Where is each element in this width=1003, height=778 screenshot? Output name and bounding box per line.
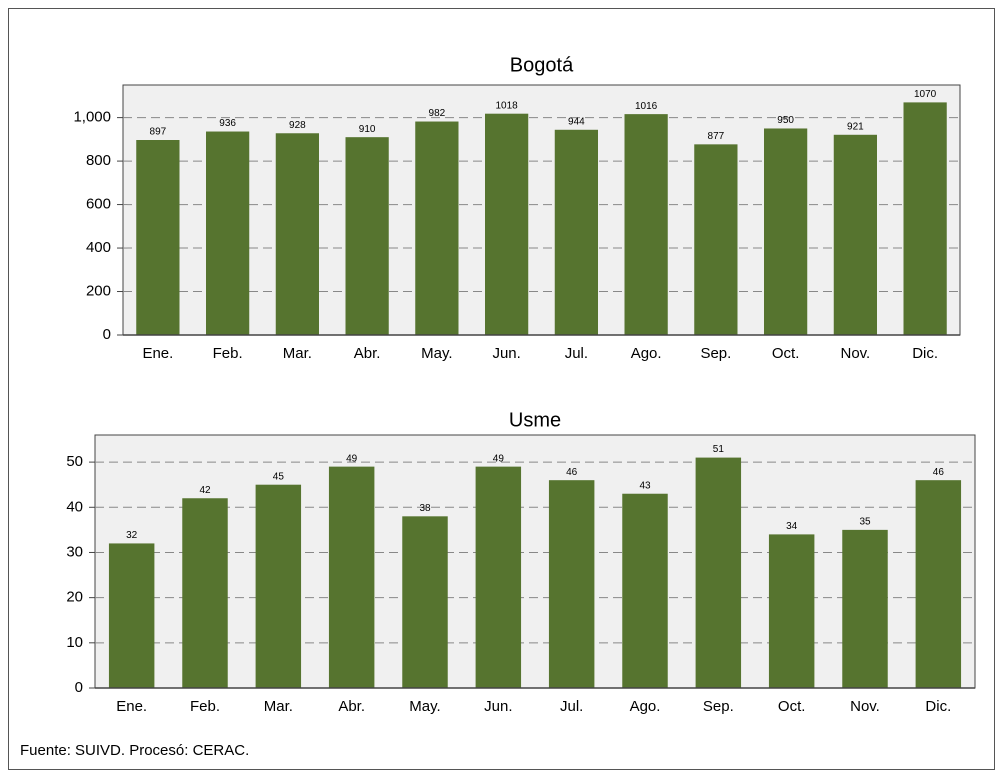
- value-label: 42: [199, 485, 211, 496]
- value-label: 43: [639, 480, 651, 491]
- bar: [833, 134, 877, 335]
- bar: [328, 466, 375, 688]
- y-tick-label: 30: [66, 543, 83, 560]
- y-tick-label: 40: [66, 498, 83, 515]
- value-label: 38: [419, 503, 431, 514]
- source-note: Fuente: SUIVD. Procesó: CERAC.: [20, 742, 249, 759]
- y-tick-label: 200: [86, 282, 111, 299]
- value-label: 49: [346, 453, 358, 464]
- y-tick-label: 10: [66, 634, 83, 651]
- x-tick-label: Sep.: [703, 698, 734, 715]
- y-tick-label: 50: [66, 453, 83, 470]
- bar: [136, 140, 180, 335]
- bar: [182, 498, 228, 688]
- y-tick-label: 0: [75, 679, 83, 696]
- bar: [915, 480, 962, 688]
- bar: [402, 516, 448, 688]
- value-label: 910: [359, 124, 376, 135]
- x-tick-label: Jun.: [484, 698, 512, 715]
- x-tick-label: Mar.: [264, 698, 293, 715]
- value-label: 928: [289, 120, 306, 131]
- x-tick-label: Feb.: [213, 345, 243, 362]
- value-label: 921: [847, 121, 864, 132]
- x-tick-label: Ene.: [116, 698, 147, 715]
- x-tick-label: Dic.: [912, 345, 938, 362]
- bar: [275, 133, 319, 335]
- x-tick-label: Mar.: [283, 345, 312, 362]
- bar: [485, 113, 529, 336]
- x-tick-label: Jul.: [560, 698, 583, 715]
- bar: [415, 121, 459, 336]
- value-label: 49: [493, 453, 505, 464]
- value-label: 34: [786, 521, 798, 532]
- value-label: 950: [777, 115, 794, 126]
- value-label: 897: [150, 127, 167, 138]
- x-tick-label: Oct.: [772, 345, 800, 362]
- plot-area: [122, 84, 961, 336]
- x-tick-label: Abr.: [354, 345, 381, 362]
- value-label: 32: [126, 530, 138, 541]
- bar: [475, 466, 522, 688]
- x-tick-label: Jun.: [492, 345, 520, 362]
- value-label: 46: [566, 467, 578, 478]
- value-label: 1070: [914, 89, 937, 100]
- x-tick-label: May.: [409, 698, 440, 715]
- plot-area: [94, 434, 976, 689]
- bar: [108, 543, 155, 688]
- y-tick-label: 0: [103, 326, 111, 343]
- bar: [694, 144, 738, 335]
- bar: [842, 529, 888, 688]
- value-label: 45: [273, 471, 285, 482]
- x-tick-label: Ago.: [631, 345, 662, 362]
- x-tick-label: Feb.: [190, 698, 220, 715]
- bar: [622, 493, 668, 688]
- value-label: 877: [708, 131, 725, 142]
- bar: [764, 128, 808, 335]
- y-tick-label: 400: [86, 239, 111, 256]
- bar: [695, 457, 742, 688]
- value-label: 1016: [635, 101, 658, 112]
- value-label: 1018: [496, 100, 519, 111]
- value-label: 982: [429, 108, 446, 119]
- x-tick-label: Ago.: [630, 698, 661, 715]
- value-label: 944: [568, 116, 585, 127]
- bar: [903, 102, 947, 336]
- x-tick-label: Abr.: [338, 698, 365, 715]
- x-tick-label: May.: [421, 345, 452, 362]
- bar: [768, 534, 815, 688]
- bar: [345, 137, 389, 335]
- bar: [548, 480, 595, 688]
- x-tick-label: Nov.: [850, 698, 880, 715]
- bar: [554, 129, 598, 335]
- y-tick-label: 600: [86, 196, 111, 213]
- value-label: 35: [859, 517, 871, 528]
- bar: [255, 484, 302, 688]
- y-tick-label: 800: [86, 152, 111, 169]
- y-tick-label: 1,000: [73, 109, 111, 126]
- x-tick-label: Jul.: [565, 345, 588, 362]
- x-tick-label: Nov.: [841, 345, 871, 362]
- value-label: 936: [219, 118, 236, 129]
- y-tick-label: 20: [66, 589, 83, 606]
- x-tick-label: Dic.: [925, 698, 951, 715]
- x-tick-label: Sep.: [700, 345, 731, 362]
- x-tick-label: Ene.: [142, 345, 173, 362]
- value-label: 46: [933, 467, 945, 478]
- chart-title: Usme: [509, 409, 561, 431]
- bar: [206, 131, 250, 335]
- bar: [624, 114, 668, 335]
- x-tick-label: Oct.: [778, 698, 806, 715]
- chart-title: Bogotá: [510, 54, 574, 76]
- value-label: 51: [713, 444, 725, 455]
